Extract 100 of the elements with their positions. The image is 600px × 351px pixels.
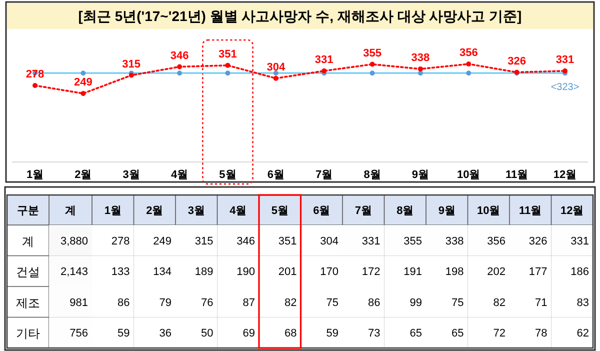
data-label: 351	[218, 48, 237, 60]
data-label: 202	[487, 266, 506, 278]
point	[177, 70, 182, 76]
data-label: 331	[570, 235, 589, 248]
data-label: 72	[493, 328, 506, 340]
data-label: 338	[445, 235, 464, 248]
data-label: 278	[111, 235, 130, 248]
data-label: 172	[362, 266, 380, 278]
point	[562, 68, 568, 74]
data-label: 99	[410, 296, 422, 309]
data-label: 331	[362, 235, 380, 248]
x-tick-label: 4월	[170, 169, 188, 181]
x-tick-label: 10월	[477, 205, 500, 217]
data-label: 355	[363, 47, 382, 60]
y-axis-title: 구분	[17, 205, 39, 217]
data-label: 249	[153, 235, 172, 248]
data-label: 356	[459, 47, 478, 59]
data-label: 69	[242, 328, 255, 340]
x-tick-label: 9월	[438, 205, 456, 217]
x-tick-label: 6월	[267, 169, 284, 181]
data-label: 65	[452, 328, 464, 340]
data-label: 304	[320, 235, 338, 248]
x-tick-label: 7월	[316, 169, 333, 181]
data-label: 2,143	[60, 266, 88, 278]
point	[466, 70, 472, 76]
data-label: 59	[118, 328, 130, 340]
data-label: 338	[411, 52, 430, 64]
x-tick-label: 6월	[313, 205, 330, 217]
data-label: 331	[556, 54, 574, 66]
data-label: 351	[278, 235, 297, 248]
data-label: 198	[445, 266, 464, 278]
x-tick-label: 8월	[364, 169, 381, 181]
data-label: 190	[236, 266, 255, 278]
data-label: 315	[194, 235, 214, 248]
data-label: 346	[170, 50, 189, 62]
y-tick-label: 건설	[16, 265, 40, 280]
data-label: 50	[201, 328, 214, 340]
point	[322, 68, 327, 74]
data-label: 71	[535, 296, 548, 309]
data-label: 82	[284, 296, 297, 309]
y-tick-label: 제조	[16, 296, 40, 310]
data-label: 356	[487, 235, 506, 248]
data-label: 83	[576, 296, 589, 309]
data-label: 191	[404, 266, 422, 278]
x-tick-label: 1월	[104, 205, 122, 217]
x-tick-label: 2월	[74, 169, 92, 181]
point	[273, 70, 278, 76]
x-tick-label: 9월	[412, 169, 430, 181]
point	[80, 90, 86, 96]
x-tick-label: 2월	[146, 205, 164, 217]
data-label: 981	[70, 296, 88, 309]
data-label: 59	[326, 328, 338, 340]
point	[225, 70, 230, 76]
x-tick-label: 5월	[271, 205, 288, 217]
x-tick-label: 12월	[560, 205, 584, 217]
data-label: 326	[508, 55, 526, 68]
data-label: 756	[70, 328, 88, 340]
data-label: 201	[278, 266, 297, 278]
data-label: 36	[159, 328, 172, 340]
data-label: 82	[493, 296, 506, 309]
point	[225, 62, 230, 68]
y-tick-label: 계	[22, 234, 34, 248]
point	[370, 62, 375, 67]
data-label: 315	[122, 58, 141, 70]
data-label: 3,880	[60, 235, 88, 248]
x-tick-label: 12월	[553, 169, 577, 181]
x-tick-label: 11월	[519, 205, 542, 217]
point	[273, 76, 278, 81]
data-label: 355	[404, 235, 422, 248]
point	[418, 66, 423, 72]
point	[466, 62, 472, 66]
x-tick-label: 계	[65, 205, 76, 217]
point	[32, 82, 38, 88]
data-label: 331	[314, 54, 334, 66]
x-tick-label: 7월	[354, 205, 372, 217]
data-label: <323>	[550, 82, 580, 94]
data-label: 186	[570, 266, 589, 278]
x-tick-label: 4월	[230, 205, 247, 217]
data-label: 68	[284, 328, 297, 340]
data-label: 87	[242, 296, 255, 309]
data-label: 249	[74, 76, 92, 88]
data-label: 76	[201, 296, 214, 309]
data-label: 75	[452, 296, 464, 309]
data-label: 346	[236, 235, 255, 248]
data-label: 73	[368, 328, 380, 340]
data-label: 170	[320, 266, 338, 278]
data-label: 133	[111, 266, 130, 278]
point	[80, 70, 86, 76]
data-label: 62	[576, 328, 589, 340]
x-tick-label: 8월	[396, 205, 414, 217]
data-label: 304	[266, 61, 286, 74]
point	[177, 64, 182, 70]
x-tick-label: 11월	[506, 169, 528, 181]
x-tick-label: 5월	[219, 169, 236, 181]
x-tick-label: 10월	[457, 169, 480, 181]
data-label: 78	[535, 328, 548, 340]
data-label: 79	[159, 296, 172, 309]
x-tick-label: 3월	[188, 205, 205, 217]
chart-title: [최근 5년('17~'21년) 월별 사고사망자 수, 재해조사 대상 사망사고 기준]	[78, 8, 522, 24]
data-label: 134	[153, 266, 172, 278]
